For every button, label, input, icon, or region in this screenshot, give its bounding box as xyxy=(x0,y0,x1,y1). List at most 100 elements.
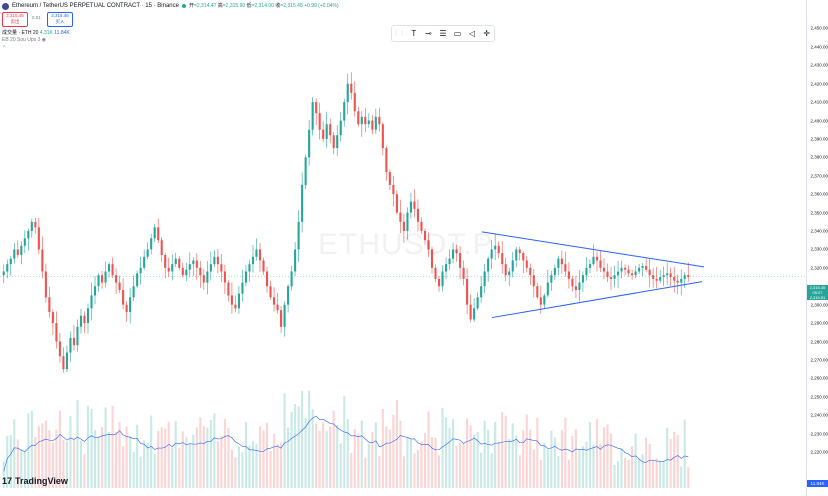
candle-body xyxy=(360,116,363,125)
candle-body xyxy=(399,212,402,222)
volume-bar xyxy=(525,414,528,488)
price-tick-label: 2,450.00 xyxy=(810,25,828,31)
volume-bar xyxy=(490,453,493,488)
candle-body xyxy=(455,249,458,254)
volume-bar xyxy=(9,435,12,488)
price-tick-label: 2,440.00 xyxy=(810,44,828,50)
volume-bar xyxy=(132,452,135,488)
settings-lines-icon[interactable]: ☰ xyxy=(439,28,447,38)
collapse-legend-icon[interactable]: ⌃ xyxy=(2,45,7,51)
candle-body xyxy=(230,295,233,305)
volume-bar xyxy=(641,454,644,488)
volume-bar xyxy=(652,459,655,488)
candle-body xyxy=(350,83,353,93)
volume-bar xyxy=(532,449,535,488)
volume-bar xyxy=(93,430,97,488)
candle-body xyxy=(234,304,237,309)
volume-bar xyxy=(86,405,90,488)
candle-body xyxy=(262,260,265,272)
candle-body xyxy=(332,135,335,149)
volume-bar xyxy=(129,436,132,488)
candle-body xyxy=(297,221,300,250)
candle-body xyxy=(202,275,205,283)
candle-body xyxy=(283,304,286,327)
price-tick-label: 2,220.00 xyxy=(810,449,828,455)
market-open-icon xyxy=(181,4,186,8)
tradingview-mark-icon: 17 xyxy=(2,476,13,486)
candle-body xyxy=(251,256,255,265)
candle-body xyxy=(258,249,262,261)
candle-body xyxy=(51,312,54,324)
symbol-title[interactable]: Ethereum / TetherUS PERPETUAL CONTRACT ·… xyxy=(12,3,179,9)
candle-body xyxy=(532,275,535,287)
volume-bar xyxy=(420,441,423,488)
candle-body xyxy=(290,271,293,287)
volume-bar xyxy=(241,452,244,488)
volume-bar xyxy=(648,444,651,488)
volume-bar xyxy=(543,442,546,488)
volume-bar xyxy=(469,425,472,488)
chart-canvas[interactable] xyxy=(0,0,806,496)
candle-body xyxy=(276,304,279,311)
volume-bar xyxy=(395,400,398,488)
price-axis[interactable]: 2,450.00 2,440.00 2,430.00 2,420.00 2,410.00… xyxy=(806,0,828,496)
crosshair-icon[interactable]: ✛ xyxy=(483,28,490,38)
candle-body xyxy=(157,227,160,241)
candle-body xyxy=(423,231,427,241)
ema-indicator-legend[interactable]: EB 20 Sou Ups 3 ◉ xyxy=(2,37,47,43)
volume-bar xyxy=(65,441,68,488)
candle-body xyxy=(216,256,219,265)
candle-body xyxy=(434,267,437,279)
candle-body xyxy=(634,271,637,276)
candle-body xyxy=(34,221,37,228)
volume-indicator-legend[interactable]: 成交量 · ETH 20 4.31K 11.84K xyxy=(2,30,70,36)
volume-bar xyxy=(631,446,634,488)
line-tool-icon[interactable]: ⊸ xyxy=(425,28,432,38)
symbol-watermark: ETHUSDT.P xyxy=(318,228,494,261)
volume-bar xyxy=(385,426,388,488)
candle-body xyxy=(346,83,349,103)
volume-bar xyxy=(546,449,549,488)
volume-bar xyxy=(51,442,54,488)
text-tool-icon[interactable]: T xyxy=(411,28,417,38)
volume-bar xyxy=(150,415,153,488)
candle-body xyxy=(427,240,430,250)
volume-bar xyxy=(2,461,5,488)
volume-bar xyxy=(58,410,61,488)
volume-bar xyxy=(122,446,125,488)
volume-bar xyxy=(311,409,314,488)
volume-bar xyxy=(30,410,33,488)
candle-body xyxy=(546,282,549,296)
volume-bar xyxy=(550,430,553,488)
volume-bar xyxy=(557,455,560,488)
tradingview-logo[interactable]: 17 TradingView xyxy=(2,476,68,486)
rectangle-tool-icon[interactable]: ▭ xyxy=(453,28,462,38)
volume-bar xyxy=(388,429,391,488)
candle-body xyxy=(9,258,12,265)
candle-body xyxy=(20,245,23,255)
spread-value: 0.01 xyxy=(32,15,41,20)
volume-bar xyxy=(55,429,58,488)
volume-bar xyxy=(178,448,181,488)
candle-body xyxy=(669,273,672,278)
volume-bar xyxy=(487,429,490,488)
candle-body xyxy=(655,278,658,281)
volume-bar xyxy=(673,431,676,488)
price-tick-label: 2,350.00 xyxy=(810,210,828,216)
sell-button[interactable]: 2,315.45 卖出 xyxy=(2,12,28,27)
volume-bar xyxy=(616,461,620,488)
price-tick-label: 2,390.00 xyxy=(810,136,828,142)
volume-bar xyxy=(588,422,592,488)
candle-body xyxy=(129,297,132,313)
candle-body xyxy=(6,264,9,272)
drag-handle-icon[interactable]: ⋮⋮ xyxy=(393,30,406,37)
volume-bar xyxy=(72,439,76,488)
current-price-tag: 2,315.45 05:27 2,315.51 xyxy=(807,285,828,300)
volume-bar xyxy=(174,420,177,488)
triangle-tool-icon[interactable]: ◁ xyxy=(469,28,476,38)
candle-body xyxy=(86,308,90,324)
volume-bar xyxy=(223,418,226,488)
candle-body xyxy=(388,172,391,185)
buy-button[interactable]: 2,315.46 买入 xyxy=(47,12,73,27)
volume-bar xyxy=(437,455,441,488)
